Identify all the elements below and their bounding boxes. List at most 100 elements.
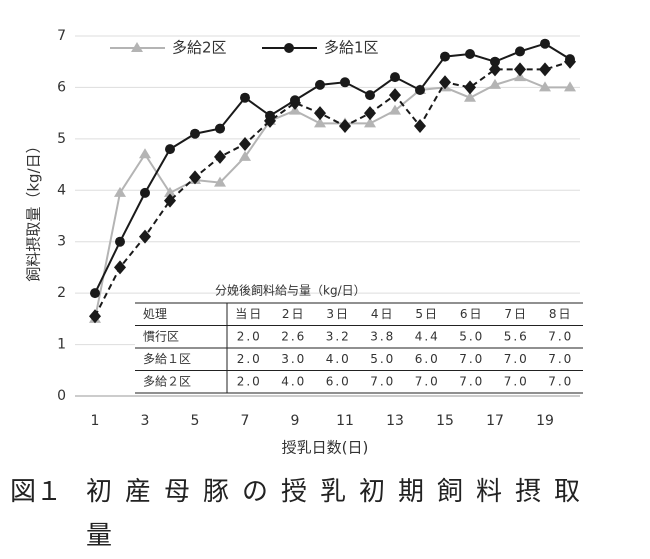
table-cell: 5.0 bbox=[370, 352, 395, 366]
x-tick-label: 7 bbox=[241, 413, 250, 429]
table-cell: 4.0 bbox=[281, 374, 306, 388]
table-cell: 7.0 bbox=[548, 329, 573, 343]
table-cell: 7.0 bbox=[459, 352, 484, 366]
table-cell: 8日 bbox=[549, 307, 573, 321]
table-cell: 4.4 bbox=[415, 329, 440, 343]
table-cell: 3.8 bbox=[370, 329, 395, 343]
table-cell: 3.0 bbox=[281, 352, 306, 366]
table-cell: 7日 bbox=[504, 307, 528, 321]
x-axis-label: 授乳日数(日) bbox=[282, 439, 369, 457]
table-title: 分娩後飼料給与量（kg/日） bbox=[215, 283, 366, 298]
point bbox=[215, 123, 225, 134]
table-cell: 2.6 bbox=[281, 329, 306, 343]
table-cell: 3日 bbox=[326, 307, 350, 321]
x-tick-label: 1 bbox=[91, 413, 100, 429]
table-cell: 多給２区 bbox=[143, 374, 191, 388]
point bbox=[539, 81, 551, 92]
point bbox=[389, 88, 401, 103]
table-cell: 当日 bbox=[235, 307, 263, 321]
table-cell: 多給１区 bbox=[143, 352, 191, 366]
x-tick-label: 3 bbox=[141, 413, 150, 429]
point bbox=[214, 176, 226, 187]
point bbox=[489, 78, 501, 89]
table-cell: 5.0 bbox=[459, 329, 484, 343]
y-tick-label: 5 bbox=[57, 131, 66, 147]
point bbox=[539, 62, 551, 77]
point bbox=[339, 119, 351, 133]
point bbox=[465, 49, 475, 59]
series-line bbox=[94, 60, 571, 317]
point bbox=[314, 106, 326, 121]
point bbox=[415, 85, 425, 95]
point bbox=[89, 309, 101, 324]
point bbox=[389, 104, 401, 115]
point bbox=[540, 38, 550, 49]
x-tick-label: 13 bbox=[386, 413, 404, 429]
x-tick-label: 11 bbox=[336, 413, 354, 429]
y-tick-label: 7 bbox=[57, 28, 66, 44]
x-tick-label: 5 bbox=[191, 413, 200, 429]
y-tick-label: 2 bbox=[57, 285, 66, 301]
table-cell: 2.0 bbox=[237, 352, 262, 366]
point bbox=[164, 186, 176, 197]
point bbox=[340, 77, 350, 88]
point bbox=[239, 137, 251, 151]
table-cell: 2.0 bbox=[237, 329, 262, 343]
table-cell: 7.0 bbox=[548, 374, 573, 388]
point bbox=[165, 144, 175, 155]
table-cell: 7.0 bbox=[504, 352, 529, 366]
y-tick-label: 0 bbox=[57, 388, 66, 404]
legend-marker bbox=[284, 43, 294, 53]
table-cell: 7.0 bbox=[415, 374, 440, 388]
x-tick-label: 15 bbox=[436, 413, 454, 429]
point bbox=[464, 91, 476, 102]
point bbox=[239, 150, 251, 161]
table-cell: 7.0 bbox=[370, 374, 395, 388]
caption-label: 図１ bbox=[10, 477, 63, 507]
table-cell: 5日 bbox=[415, 307, 439, 321]
legend-label: 多給2区 bbox=[172, 39, 227, 57]
point bbox=[515, 46, 525, 57]
point bbox=[564, 81, 576, 92]
table-cell: 6.0 bbox=[326, 374, 351, 388]
point bbox=[564, 54, 576, 69]
x-tick-label: 19 bbox=[536, 413, 554, 429]
point bbox=[90, 288, 100, 299]
table-cell: 2.0 bbox=[237, 374, 262, 388]
point bbox=[365, 90, 375, 101]
series-line bbox=[94, 42, 571, 294]
point bbox=[289, 95, 301, 110]
table-cell: 慣行区 bbox=[143, 328, 179, 343]
y-tick-label: 4 bbox=[57, 182, 66, 198]
point bbox=[315, 79, 325, 90]
point bbox=[164, 193, 176, 208]
table-cell: 7.0 bbox=[548, 352, 573, 366]
point bbox=[139, 229, 151, 244]
y-tick-label: 3 bbox=[57, 234, 66, 250]
table-cell: 4日 bbox=[371, 307, 395, 321]
caption-text: 初産母豚の授乳初期飼料摂取量 bbox=[86, 477, 594, 551]
point bbox=[364, 106, 376, 121]
point bbox=[439, 75, 451, 90]
x-tick-label: 17 bbox=[486, 413, 504, 429]
table-cell: 6日 bbox=[460, 307, 484, 321]
point bbox=[364, 117, 376, 128]
point bbox=[464, 80, 476, 95]
point bbox=[139, 148, 151, 159]
table-cell: 6.0 bbox=[415, 352, 440, 366]
x-tick-label: 9 bbox=[291, 413, 300, 429]
table-cell: 4.0 bbox=[326, 352, 351, 366]
point bbox=[490, 56, 500, 67]
y-axis-label: 飼料摂取量（kg/日） bbox=[25, 138, 43, 281]
legend-label: 多給1区 bbox=[324, 39, 379, 57]
y-tick-label: 6 bbox=[57, 79, 66, 95]
point bbox=[240, 92, 250, 103]
point bbox=[114, 260, 126, 275]
point bbox=[414, 119, 426, 133]
table-cell: 3.2 bbox=[326, 329, 351, 343]
point bbox=[514, 62, 526, 77]
legend-marker bbox=[131, 42, 143, 52]
point bbox=[114, 186, 126, 197]
